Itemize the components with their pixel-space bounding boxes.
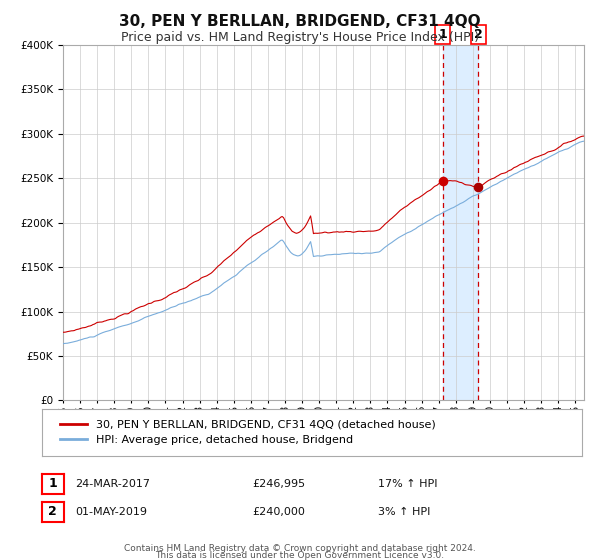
Text: Contains HM Land Registry data © Crown copyright and database right 2024.: Contains HM Land Registry data © Crown c… <box>124 544 476 553</box>
Text: 30, PEN Y BERLLAN, BRIDGEND, CF31 4QQ: 30, PEN Y BERLLAN, BRIDGEND, CF31 4QQ <box>119 14 481 29</box>
Text: 3% ↑ HPI: 3% ↑ HPI <box>378 507 430 517</box>
Text: 1: 1 <box>438 28 447 41</box>
Legend: 30, PEN Y BERLLAN, BRIDGEND, CF31 4QQ (detached house), HPI: Average price, deta: 30, PEN Y BERLLAN, BRIDGEND, CF31 4QQ (d… <box>53 413 443 452</box>
Text: 17% ↑ HPI: 17% ↑ HPI <box>378 479 437 489</box>
Point <box>473 183 483 192</box>
Text: 24-MAR-2017: 24-MAR-2017 <box>76 479 151 489</box>
Text: £240,000: £240,000 <box>252 507 305 517</box>
Text: 2: 2 <box>474 28 483 41</box>
Point <box>438 176 448 185</box>
Text: Price paid vs. HM Land Registry's House Price Index (HPI): Price paid vs. HM Land Registry's House … <box>121 31 479 44</box>
Text: 2: 2 <box>49 505 57 519</box>
Text: 01-MAY-2019: 01-MAY-2019 <box>76 507 148 517</box>
Text: 1: 1 <box>49 477 57 491</box>
Text: This data is licensed under the Open Government Licence v3.0.: This data is licensed under the Open Gov… <box>155 551 445 560</box>
Text: £246,995: £246,995 <box>252 479 305 489</box>
Bar <box>443 45 478 400</box>
